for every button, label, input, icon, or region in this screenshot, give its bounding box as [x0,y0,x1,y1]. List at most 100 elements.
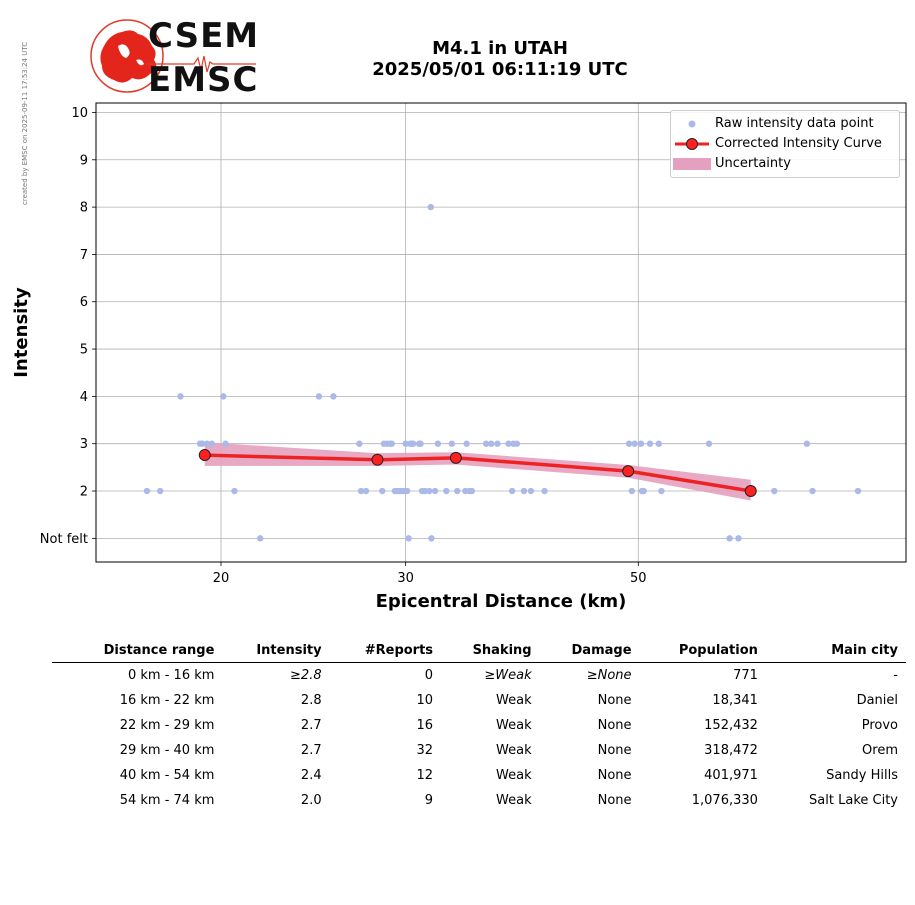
raw-data-point [231,487,238,495]
cell-damage: None [597,718,632,733]
raw-data-point [463,440,470,447]
header-reports: #Reports [329,642,442,663]
cell-range: 40 km - 54 km [119,768,215,783]
raw-data-point [541,487,548,495]
cell-damage: None [597,743,632,758]
raw-data-point [655,440,662,447]
raw-data-point [658,487,665,495]
raw-data-point [735,535,742,542]
raw-data-point [637,440,645,447]
cell-reports: 12 [416,768,434,783]
cell-shaking: Weak [496,718,532,733]
y-tick-label: 2 [80,485,88,500]
cell-city: Sandy Hills [826,768,898,783]
legend-symbol-raw [688,120,696,128]
table-header-row: Distance range Intensity #Reports Shakin… [52,642,906,663]
y-tick-label: 4 [80,390,88,405]
y-tick-label: 10 [71,106,88,121]
cell-population: 1,076,330 [691,793,758,808]
raw-data-point [362,487,370,495]
header-intensity: Intensity [222,642,330,663]
cell-damage: None [597,693,632,708]
globe-icon [90,19,164,93]
raw-data-point [409,440,417,447]
cell-range: 29 km - 40 km [119,743,215,758]
cell-intensity: 2.0 [300,793,322,808]
raw-data-point [315,393,323,400]
raw-data-point [330,393,337,400]
cell-population: 771 [733,668,758,683]
cell-range: 22 km - 29 km [119,718,215,733]
y-tick-label: 9 [80,153,88,168]
title-event: M4.1 in UTAH [432,38,568,59]
seismogram-line [146,55,256,73]
raw-data-point [156,487,164,495]
cell-population: 318,472 [704,743,758,758]
table-row: 22 km - 29 km 2.7 16 Weak None 152,432 P… [52,713,906,738]
cell-intensity: ≥2.8 [290,668,322,683]
header-distance: Distance range [52,642,223,663]
raw-data-point [222,440,229,447]
curve-marker [449,451,462,464]
title-datetime: 2025/05/01 06:11:19 UTC [372,59,628,80]
legend-symbol-curve [675,138,709,150]
cell-damage: None [597,768,632,783]
cell-shaking: Weak [496,743,532,758]
raw-data-point [379,487,386,495]
raw-data-point [468,487,476,495]
cell-range: 16 km - 22 km [119,693,215,708]
raw-data-point [357,487,365,495]
cell-range: 54 km - 74 km [119,793,215,808]
raw-data-point [356,440,363,447]
cell-city: Daniel [856,693,898,708]
legend-item-uncertainty: Uncertainty [671,154,899,174]
intensity-table: Distance range Intensity #Reports Shakin… [52,642,906,813]
header-city: Main city [765,642,906,663]
x-tick-label: 20 [213,571,230,586]
cell-city: Provo [861,718,898,733]
legend-symbol-uncertainty [673,158,711,170]
raw-data-point [443,487,450,495]
cell-range: 0 km - 16 km [128,668,215,683]
header-damage: Damage [539,642,640,663]
cell-city: Orem [862,743,898,758]
x-tick-label: 50 [630,571,647,586]
y-tick-label: 7 [80,248,88,263]
raw-data-point [428,535,435,542]
y-tick-label: 8 [80,201,88,216]
raw-data-point [405,535,412,542]
cell-shaking: ≥Weak [484,668,532,683]
raw-data-point [508,487,516,495]
raw-data-point [426,487,433,495]
cell-city: Salt Lake City [809,793,898,808]
table-row: 54 km - 74 km 2.0 9 Weak None 1,076,330 … [52,788,906,813]
cell-shaking: Weak [496,768,532,783]
x-axis-label: Epicentral Distance (km) [376,591,627,612]
raw-data-point [417,440,424,447]
cell-population: 401,971 [704,768,758,783]
cell-reports: 10 [416,693,434,708]
x-tick-label: 30 [397,571,414,586]
raw-data-point [628,487,636,495]
raw-data-point [143,487,151,495]
uncertainty-band [204,442,751,501]
uncertainty-band-layer [204,442,751,501]
raw-data-point [208,440,215,447]
grid [96,103,906,562]
plot-frame [95,102,907,563]
logo-top-text: CSEM [148,16,260,56]
raw-data-point [203,440,211,447]
legend: Raw intensity data point Corrected Inten… [670,110,900,178]
raw-data-point [705,440,713,447]
curve-layer [198,449,757,498]
raw-data-point [809,487,816,495]
legend-label-raw: Raw intensity data point [715,116,874,131]
csem-emsc-logo: CSEM EMSC [88,16,258,100]
header-shaking: Shaking [441,642,540,663]
table-row: 29 km - 40 km 2.7 32 Weak None 318,472 O… [52,738,906,763]
legend-label-uncertainty: Uncertainty [715,156,791,171]
raw-data-point [427,203,434,211]
raw-data-point [520,487,528,495]
